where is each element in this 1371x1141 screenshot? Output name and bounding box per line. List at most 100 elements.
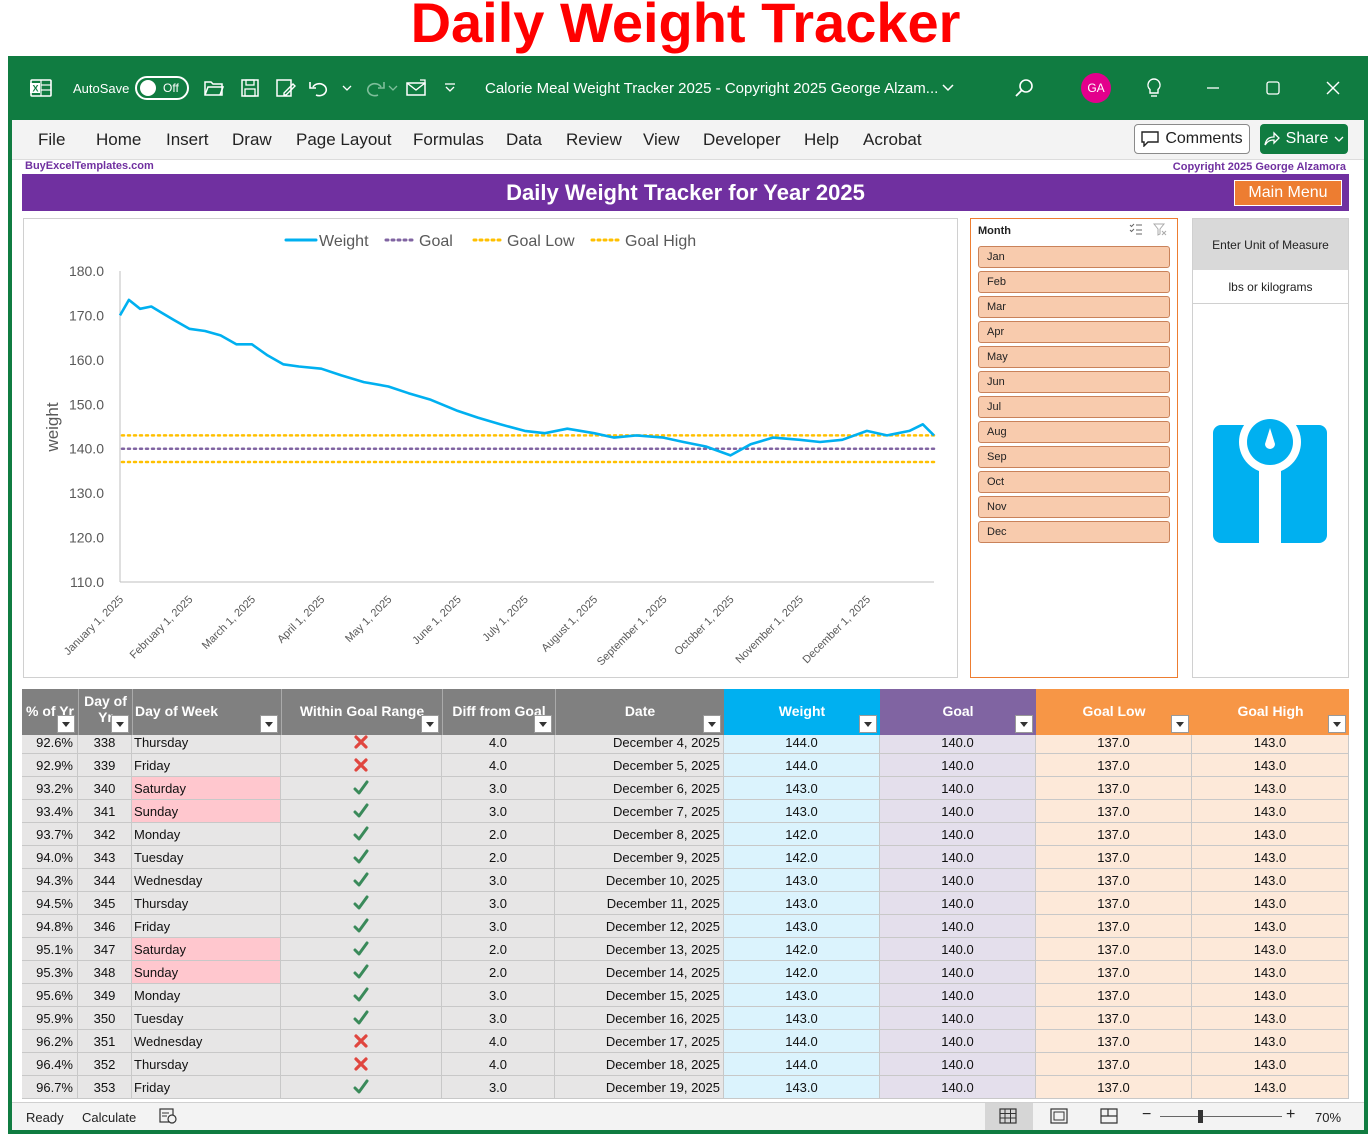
cell-pct[interactable]: 92.6% (22, 735, 78, 754)
cell-weight[interactable]: 143.0 (724, 892, 880, 915)
autosave-toggle[interactable]: Off (135, 56, 189, 120)
cell-weight[interactable]: 143.0 (724, 869, 880, 892)
header-diff-from-goal[interactable]: Diff from Goal (442, 689, 555, 735)
clear-filter-icon[interactable] (1153, 223, 1167, 236)
cell-diff-from-goal[interactable]: 2.0 (442, 823, 555, 846)
cell-within-goal-range[interactable] (281, 869, 442, 892)
cell-goal-high[interactable]: 143.0 (1192, 938, 1349, 961)
tab-view[interactable]: View (643, 130, 680, 149)
maximize-icon[interactable] (1266, 56, 1280, 120)
cell-day-of-yr[interactable]: 353 (78, 1076, 132, 1099)
cell-goal[interactable]: 140.0 (880, 938, 1036, 961)
cell-goal-high[interactable]: 143.0 (1192, 1053, 1349, 1076)
cell-goal-high[interactable]: 143.0 (1192, 800, 1349, 823)
multi-select-icon[interactable] (1129, 223, 1143, 236)
filter-dropdown-icon[interactable] (1171, 715, 1189, 733)
uom-input[interactable]: lbs or kilograms (1193, 270, 1348, 304)
cell-day-of-week[interactable]: Saturday (132, 777, 281, 800)
cell-pct[interactable]: 96.2% (22, 1030, 78, 1053)
cell-weight[interactable]: 143.0 (724, 777, 880, 800)
cell-day-of-week[interactable]: Thursday (132, 1053, 281, 1076)
cell-within-goal-range[interactable] (281, 754, 442, 777)
cell-goal-low[interactable]: 137.0 (1036, 1030, 1192, 1053)
tab-page-layout[interactable]: Page Layout (296, 130, 392, 149)
cell-within-goal-range[interactable] (281, 823, 442, 846)
cell-goal-low[interactable]: 137.0 (1036, 915, 1192, 938)
cell-weight[interactable]: 143.0 (724, 984, 880, 1007)
cell-day-of-yr[interactable]: 339 (78, 754, 132, 777)
cell-date[interactable]: December 4, 2025 (555, 735, 724, 754)
slicer-item-jan[interactable]: Jan (978, 246, 1170, 268)
cell-goal-low[interactable]: 137.0 (1036, 800, 1192, 823)
cell-pct[interactable]: 94.3% (22, 869, 78, 892)
cell-weight[interactable]: 143.0 (724, 800, 880, 823)
cell-goal-high[interactable]: 143.0 (1192, 915, 1349, 938)
cell-pct[interactable]: 95.1% (22, 938, 78, 961)
open-folder-icon[interactable] (204, 56, 224, 120)
cell-goal-low[interactable]: 137.0 (1036, 984, 1192, 1007)
filter-dropdown-icon[interactable] (859, 715, 877, 733)
filter-dropdown-icon[interactable] (1328, 715, 1346, 733)
cell-pct[interactable]: 94.8% (22, 915, 78, 938)
cell-within-goal-range[interactable] (281, 846, 442, 869)
cell-day-of-week[interactable]: Monday (132, 984, 281, 1007)
slicer-item-oct[interactable]: Oct (978, 471, 1170, 493)
cell-pct[interactable]: 93.7% (22, 823, 78, 846)
cell-day-of-yr[interactable]: 338 (78, 735, 132, 754)
cell-goal[interactable]: 140.0 (880, 869, 1036, 892)
cell-day-of-week[interactable]: Sunday (132, 800, 281, 823)
customize-toolbar-icon[interactable] (444, 56, 456, 120)
cell-goal-high[interactable]: 143.0 (1192, 892, 1349, 915)
cell-within-goal-range[interactable] (281, 777, 442, 800)
tab-draw[interactable]: Draw (232, 130, 272, 149)
cell-goal-low[interactable]: 137.0 (1036, 892, 1192, 915)
minimize-icon[interactable] (1206, 56, 1220, 120)
cell-pct[interactable]: 94.5% (22, 892, 78, 915)
cell-goal[interactable]: 140.0 (880, 961, 1036, 984)
cell-diff-from-goal[interactable]: 3.0 (442, 800, 555, 823)
cell-day-of-yr[interactable]: 347 (78, 938, 132, 961)
cell-within-goal-range[interactable] (281, 915, 442, 938)
normal-view-button[interactable] (985, 1103, 1033, 1130)
cell-diff-from-goal[interactable]: 2.0 (442, 961, 555, 984)
cell-date[interactable]: December 6, 2025 (555, 777, 724, 800)
cell-weight[interactable]: 143.0 (724, 1076, 880, 1099)
cell-day-of-yr[interactable]: 349 (78, 984, 132, 1007)
cell-day-of-yr[interactable]: 351 (78, 1030, 132, 1053)
cell-diff-from-goal[interactable]: 2.0 (442, 938, 555, 961)
cell-within-goal-range[interactable] (281, 892, 442, 915)
cell-goal[interactable]: 140.0 (880, 800, 1036, 823)
cell-diff-from-goal[interactable]: 3.0 (442, 777, 555, 800)
cell-day-of-yr[interactable]: 343 (78, 846, 132, 869)
cell-goal-high[interactable]: 143.0 (1192, 823, 1349, 846)
cell-pct[interactable]: 93.4% (22, 800, 78, 823)
cell-day-of-week[interactable]: Thursday (132, 892, 281, 915)
site-link[interactable]: BuyExcelTemplates.com (25, 160, 154, 172)
close-icon[interactable] (1326, 56, 1340, 120)
cell-goal-low[interactable]: 137.0 (1036, 1053, 1192, 1076)
cell-day-of-week[interactable]: Friday (132, 915, 281, 938)
share-button[interactable]: Share (1260, 124, 1348, 154)
cell-goal-low[interactable]: 137.0 (1036, 846, 1192, 869)
cell-weight[interactable]: 144.0 (724, 754, 880, 777)
cell-goal-low[interactable]: 137.0 (1036, 735, 1192, 754)
tab-review[interactable]: Review (566, 130, 622, 149)
cell-day-of-yr[interactable]: 341 (78, 800, 132, 823)
title-dropdown-icon[interactable] (942, 56, 954, 120)
cell-goal-low[interactable]: 137.0 (1036, 869, 1192, 892)
tab-developer[interactable]: Developer (703, 130, 781, 149)
cell-date[interactable]: December 16, 2025 (555, 1007, 724, 1030)
cell-date[interactable]: December 10, 2025 (555, 869, 724, 892)
cell-date[interactable]: December 14, 2025 (555, 961, 724, 984)
undo-dropdown-icon[interactable] (342, 56, 352, 120)
cell-weight[interactable]: 142.0 (724, 961, 880, 984)
cell-day-of-week[interactable]: Friday (132, 1076, 281, 1099)
header-goal[interactable]: Goal (880, 689, 1036, 735)
weight-chart[interactable]: 180.0 170.0 160.0 150.0 140.0 130.0 120.0 110.0… (23, 218, 958, 678)
cell-pct[interactable]: 93.2% (22, 777, 78, 800)
cell-date[interactable]: December 5, 2025 (555, 754, 724, 777)
slicer-item-jul[interactable]: Jul (978, 396, 1170, 418)
filter-dropdown-icon[interactable] (111, 715, 129, 733)
cell-weight[interactable]: 144.0 (724, 735, 880, 754)
filter-dropdown-icon[interactable] (57, 715, 75, 733)
